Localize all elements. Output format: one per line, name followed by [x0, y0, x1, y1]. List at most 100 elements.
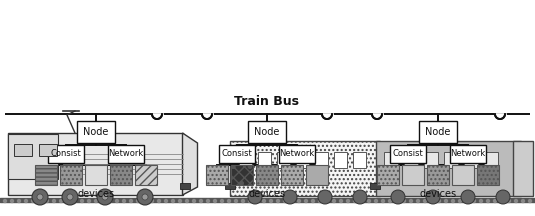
Bar — [248, 121, 286, 143]
Bar — [384, 152, 398, 168]
Circle shape — [395, 200, 399, 203]
Circle shape — [123, 200, 126, 203]
Circle shape — [137, 189, 153, 205]
Bar — [452, 165, 474, 185]
Circle shape — [59, 200, 63, 203]
Circle shape — [270, 200, 272, 203]
Circle shape — [368, 200, 371, 203]
Circle shape — [116, 200, 118, 203]
Circle shape — [67, 194, 73, 200]
Circle shape — [438, 200, 440, 203]
Circle shape — [102, 200, 104, 203]
Bar — [279, 145, 315, 163]
Bar — [85, 165, 107, 185]
Circle shape — [354, 200, 356, 203]
Circle shape — [318, 190, 332, 204]
Text: Node: Node — [425, 127, 450, 137]
Polygon shape — [182, 133, 197, 195]
Bar — [277, 152, 289, 168]
Bar — [239, 152, 251, 168]
Bar — [376, 140, 521, 195]
Circle shape — [283, 190, 297, 204]
Circle shape — [501, 200, 503, 203]
Circle shape — [431, 200, 433, 203]
Circle shape — [277, 200, 279, 203]
Circle shape — [248, 190, 262, 204]
Circle shape — [417, 200, 419, 203]
Bar — [513, 140, 533, 195]
Circle shape — [142, 194, 148, 200]
Circle shape — [37, 194, 43, 200]
Circle shape — [361, 200, 363, 203]
Bar — [206, 165, 228, 185]
Circle shape — [102, 194, 108, 200]
Circle shape — [297, 200, 301, 203]
Bar — [306, 165, 328, 185]
Circle shape — [200, 200, 203, 203]
Bar — [370, 183, 380, 189]
Circle shape — [25, 200, 27, 203]
Circle shape — [186, 200, 188, 203]
Circle shape — [95, 200, 97, 203]
Bar — [427, 165, 449, 185]
Bar — [424, 152, 438, 168]
Circle shape — [73, 200, 77, 203]
Circle shape — [136, 200, 140, 203]
Bar — [110, 165, 132, 185]
Circle shape — [143, 200, 147, 203]
Text: Node: Node — [254, 127, 280, 137]
Circle shape — [213, 200, 217, 203]
Bar — [108, 145, 144, 163]
Bar — [39, 144, 57, 156]
Bar — [35, 165, 57, 185]
Bar — [450, 145, 486, 163]
Text: Network: Network — [450, 149, 486, 159]
Bar — [295, 152, 309, 168]
Circle shape — [391, 190, 405, 204]
Circle shape — [80, 200, 83, 203]
Bar — [7, 133, 182, 195]
Bar — [257, 152, 271, 168]
Bar — [135, 165, 157, 185]
Circle shape — [325, 200, 328, 203]
Circle shape — [452, 200, 455, 203]
Text: Network: Network — [279, 149, 315, 159]
Circle shape — [493, 200, 496, 203]
Circle shape — [515, 200, 517, 203]
Bar — [333, 152, 347, 168]
Bar — [281, 165, 303, 185]
Bar — [402, 165, 424, 185]
Circle shape — [241, 200, 244, 203]
Circle shape — [39, 200, 42, 203]
Bar — [231, 165, 253, 185]
Circle shape — [207, 200, 210, 203]
Text: Consist: Consist — [393, 149, 423, 159]
Circle shape — [318, 200, 322, 203]
Circle shape — [402, 200, 406, 203]
Text: devices: devices — [248, 189, 286, 199]
Circle shape — [353, 190, 367, 204]
Circle shape — [426, 190, 440, 204]
Circle shape — [304, 200, 308, 203]
Circle shape — [45, 200, 49, 203]
Circle shape — [508, 200, 510, 203]
Circle shape — [227, 200, 231, 203]
Circle shape — [311, 200, 315, 203]
Circle shape — [486, 200, 490, 203]
Bar — [390, 145, 426, 163]
Bar — [353, 152, 365, 168]
Bar — [315, 152, 327, 168]
Bar — [180, 183, 190, 189]
Bar — [463, 152, 478, 168]
Circle shape — [66, 200, 70, 203]
Circle shape — [347, 200, 349, 203]
Circle shape — [32, 200, 34, 203]
Circle shape — [220, 200, 224, 203]
Bar — [403, 152, 417, 168]
Bar — [377, 165, 399, 185]
Text: Consist: Consist — [51, 149, 81, 159]
Bar — [419, 121, 457, 143]
Bar — [484, 152, 498, 168]
Circle shape — [374, 200, 378, 203]
Bar — [230, 140, 380, 195]
